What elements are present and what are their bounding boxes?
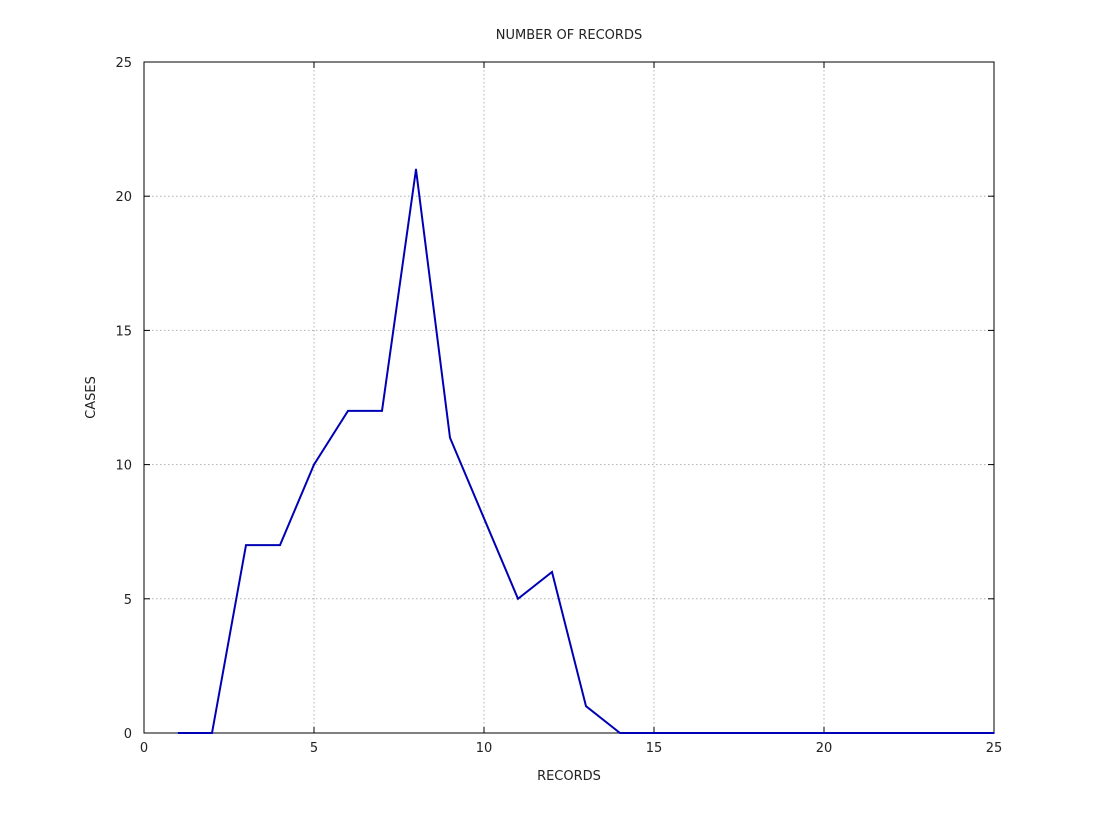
data-point (585, 705, 587, 707)
data-point (347, 410, 349, 412)
data-point (721, 732, 723, 734)
y-axis-title: CASES (84, 376, 99, 419)
data-point (687, 732, 689, 734)
x-axis-title: RECORDS (537, 769, 601, 784)
data-point (279, 544, 281, 546)
data-point (823, 732, 825, 734)
plot-frame (143, 61, 995, 734)
x-tick-label: 20 (816, 741, 833, 756)
data-point (789, 732, 791, 734)
x-tick-label: 0 (140, 741, 148, 756)
series-line (178, 169, 994, 734)
data-point (211, 732, 213, 734)
data-point (517, 598, 519, 600)
data-point (959, 732, 961, 734)
chart-title: NUMBER OF RECORDS (496, 28, 642, 43)
data-point (925, 732, 927, 734)
data-point (177, 732, 179, 734)
data-point (483, 517, 485, 520)
data-point (891, 732, 893, 734)
y-tick-label: 0 (124, 727, 132, 742)
series-layer (177, 168, 995, 734)
y-tick-label: 5 (124, 593, 132, 608)
data-point (449, 436, 451, 439)
y-tick-label: 15 (115, 324, 132, 339)
data-point (857, 732, 859, 734)
data-point (993, 732, 995, 734)
data-point (415, 168, 417, 171)
data-point (381, 410, 383, 412)
y-tick-label: 20 (115, 190, 132, 205)
tick-layer: 0 5 10 15 20 25 0 5 10 15 20 25 (115, 56, 1002, 756)
x-tick-label: 10 (476, 741, 493, 756)
grid-layer (144, 62, 994, 733)
x-tick-label: 5 (310, 741, 318, 756)
y-tick-label: 10 (115, 459, 132, 474)
data-point (653, 732, 655, 734)
data-point (755, 732, 757, 734)
data-point (619, 732, 621, 734)
data-point (245, 544, 247, 546)
data-point (551, 571, 553, 573)
x-tick-label: 15 (646, 741, 663, 756)
data-point (313, 463, 315, 466)
x-tick-label: 25 (986, 741, 1003, 756)
y-tick-label: 25 (115, 56, 132, 71)
